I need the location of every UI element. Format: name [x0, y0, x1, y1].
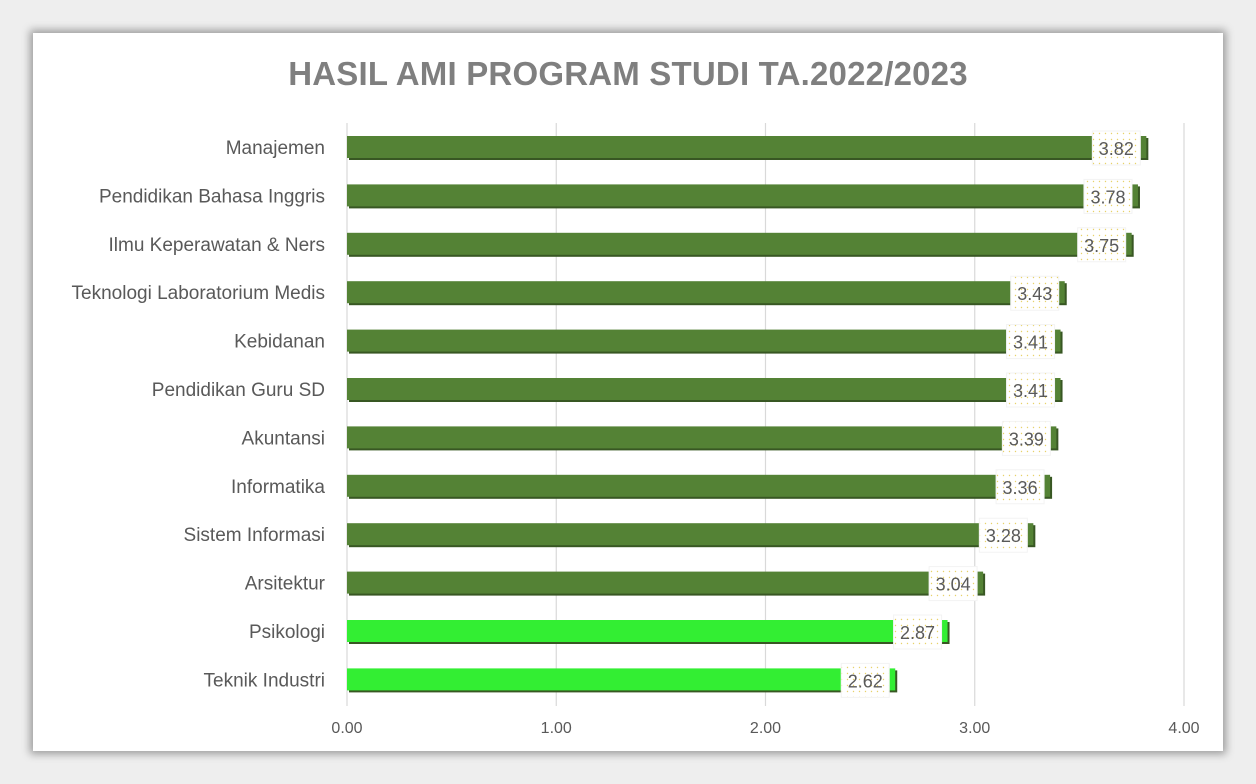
bar — [347, 232, 1132, 255]
bar — [347, 523, 1034, 546]
category-label: Ilmu Keperawatan & Ners — [109, 235, 326, 256]
data-label: 3.82 — [1099, 139, 1134, 159]
chart-title: HASIL AMI PROGRAM STUDI TA.2022/2023 — [288, 55, 968, 92]
category-label: Teknik Industri — [204, 670, 325, 691]
bar — [347, 378, 1061, 400]
data-label: 3.41 — [1013, 381, 1048, 401]
category-label: Informatika — [231, 477, 325, 498]
bar — [347, 136, 1147, 158]
data-label-box — [1083, 178, 1133, 214]
category-label: Akuntansi — [242, 428, 325, 449]
data-label-box — [1010, 275, 1060, 311]
bar — [347, 571, 984, 594]
data-label-box — [840, 662, 890, 698]
bar — [347, 329, 1061, 352]
bar — [347, 668, 896, 691]
category-label: Pendidikan Bahasa Inggris — [99, 186, 325, 207]
x-tick-label: 1.00 — [541, 720, 572, 737]
bar — [347, 474, 1051, 497]
x-tick-label: 2.00 — [750, 720, 781, 737]
bar — [347, 184, 1138, 207]
bar — [347, 426, 1057, 449]
category-label: Psikologi — [249, 622, 325, 643]
category-label: Teknologi Laboratorium Medis — [72, 283, 325, 304]
category-label: Sistem Informasi — [184, 525, 325, 546]
data-label: 3.41 — [1013, 333, 1048, 353]
category-label: Pendidikan Guru SD — [152, 380, 325, 401]
data-label: 2.62 — [848, 671, 883, 691]
category-label: Arsitektur — [245, 574, 326, 595]
data-label-box — [1006, 372, 1056, 408]
x-tick-label: 0.00 — [331, 720, 362, 737]
data-label-box — [1006, 324, 1056, 360]
data-label: 3.28 — [986, 526, 1021, 546]
data-label: 2.87 — [900, 623, 935, 643]
data-label-box — [995, 469, 1045, 505]
data-label-box — [1001, 420, 1051, 456]
bar — [347, 620, 948, 642]
data-label: 3.04 — [936, 575, 971, 595]
category-label: Kebidanan — [234, 332, 325, 353]
x-tick-label: 3.00 — [959, 720, 990, 737]
bar — [347, 281, 1065, 304]
x-tick-label: 4.00 — [1168, 720, 1199, 737]
data-label-box — [1091, 130, 1141, 166]
data-label: 3.39 — [1009, 429, 1044, 449]
category-label: Manajemen — [226, 138, 325, 159]
data-label: 3.36 — [1003, 478, 1038, 498]
data-label-box — [928, 566, 978, 602]
data-label-box — [978, 517, 1028, 553]
data-label: 3.75 — [1084, 236, 1119, 256]
data-label: 3.43 — [1017, 284, 1052, 304]
data-label: 3.78 — [1090, 187, 1125, 207]
data-label-box — [893, 614, 943, 650]
data-label-box — [1077, 227, 1127, 263]
